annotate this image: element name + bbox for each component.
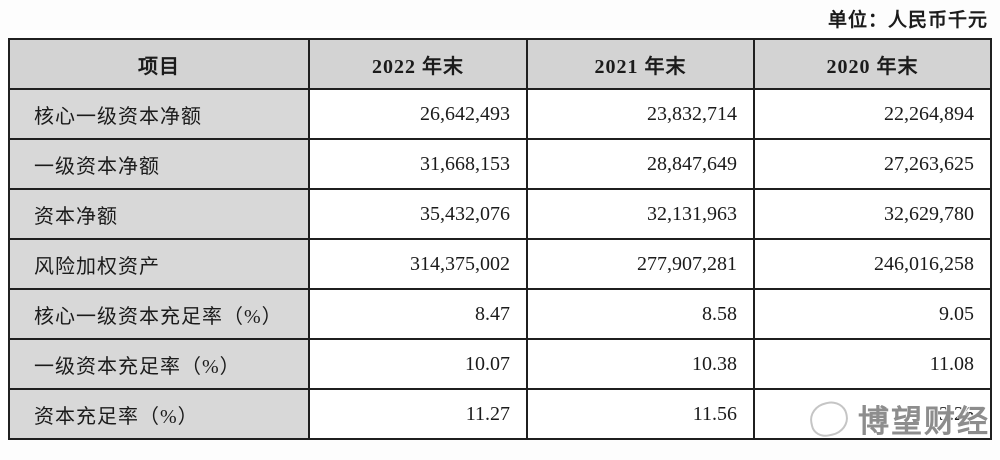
- cell-value: 28,847,649: [526, 138, 755, 190]
- cell-value: 10.38: [526, 338, 755, 390]
- table-row: 核心一级资本充足率（%） 8.47 8.58 9.05: [8, 288, 992, 340]
- table-row: 风险加权资产 314,375,002 277,907,281 246,016,2…: [8, 238, 992, 290]
- table-row: 一级资本充足率（%） 10.07 10.38 11.08: [8, 338, 992, 390]
- cell-value: 13.26: [753, 388, 992, 440]
- cell-value: 10.07: [308, 338, 528, 390]
- cell-value: 35,432,076: [308, 188, 528, 240]
- unit-label: 单位：人民币千元: [827, 10, 988, 31]
- cell-value: 32,131,963: [526, 188, 755, 240]
- table-row: 资本充足率（%） 11.27 11.56 13.26: [8, 388, 992, 440]
- column-header-item: 项目: [8, 38, 310, 90]
- cell-value: 26,642,493: [308, 88, 528, 140]
- column-header-2020: 2020 年末: [753, 38, 992, 90]
- column-header-2021: 2021 年末: [526, 38, 755, 90]
- cell-value: 31,668,153: [308, 138, 528, 190]
- header-row: 项目 2022 年末 2021 年末 2020 年末: [8, 38, 992, 90]
- row-label: 风险加权资产: [8, 238, 310, 290]
- row-label: 一级资本充足率（%）: [8, 338, 310, 390]
- table-row: 核心一级资本净额 26,642,493 23,832,714 22,264,89…: [8, 88, 992, 140]
- cell-value: 246,016,258: [753, 238, 992, 290]
- row-label: 核心一级资本充足率（%）: [8, 288, 310, 340]
- table-row: 资本净额 35,432,076 32,131,963 32,629,780: [8, 188, 992, 240]
- row-label: 核心一级资本净额: [8, 88, 310, 140]
- cell-value: 27,263,625: [753, 138, 992, 190]
- cell-value: 11.56: [526, 388, 755, 440]
- table-row: 一级资本净额 31,668,153 28,847,649 27,263,625: [8, 138, 992, 190]
- cell-value: 23,832,714: [526, 88, 755, 140]
- column-header-2022: 2022 年末: [308, 38, 528, 90]
- cell-value: 314,375,002: [308, 238, 528, 290]
- capital-adequacy-table: 项目 2022 年末 2021 年末 2020 年末 核心一级资本净额 26,6…: [8, 38, 992, 440]
- cell-value: 22,264,894: [753, 88, 992, 140]
- cell-value: 8.47: [308, 288, 528, 340]
- cell-value: 11.08: [753, 338, 992, 390]
- cell-value: 8.58: [526, 288, 755, 340]
- cell-value: 11.27: [308, 388, 528, 440]
- cell-value: 277,907,281: [526, 238, 755, 290]
- cell-value: 9.05: [753, 288, 992, 340]
- row-label: 一级资本净额: [8, 138, 310, 190]
- row-label: 资本充足率（%）: [8, 388, 310, 440]
- row-label: 资本净额: [8, 188, 310, 240]
- cell-value: 32,629,780: [753, 188, 992, 240]
